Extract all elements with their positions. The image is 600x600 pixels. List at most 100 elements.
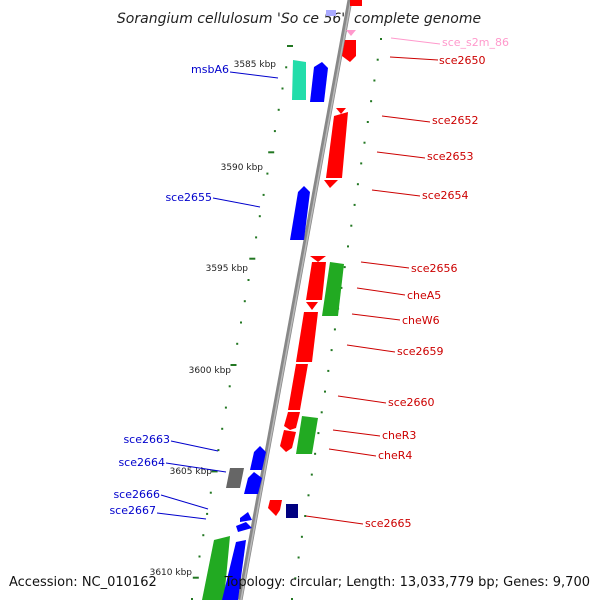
tick-dot bbox=[356, 183, 359, 186]
tick-dot bbox=[297, 556, 300, 559]
gene-cheW6[interactable] bbox=[306, 302, 318, 310]
gene-label-cheR4[interactable]: cheR4 bbox=[378, 449, 412, 462]
tick-dot bbox=[236, 342, 239, 345]
gene-sce2650[interactable] bbox=[342, 40, 356, 62]
tick-dot bbox=[191, 598, 193, 600]
gene-cheR3[interactable] bbox=[296, 416, 318, 454]
tick-dot bbox=[243, 300, 246, 303]
tick-dot bbox=[249, 257, 256, 260]
gene-label-sce-s2m-86[interactable]: sce_s2m_86 bbox=[442, 36, 509, 49]
tick-dot bbox=[353, 203, 356, 206]
tick-dot bbox=[320, 411, 323, 414]
gene-sce2666[interactable] bbox=[240, 512, 252, 522]
tick-dot bbox=[206, 512, 209, 515]
gene-label-sce2667[interactable]: sce2667 bbox=[109, 504, 156, 517]
gene-label-sce2664[interactable]: sce2664 bbox=[118, 456, 165, 469]
tick-dot bbox=[304, 515, 307, 517]
gene-sce2652-head[interactable] bbox=[336, 108, 346, 114]
tick-dot bbox=[376, 58, 379, 61]
tick-dot bbox=[310, 473, 313, 476]
kbp-label: 3610 kbp bbox=[150, 568, 193, 578]
tick-dot bbox=[285, 66, 288, 69]
tick-dot bbox=[268, 151, 275, 154]
tick-dot bbox=[330, 349, 333, 352]
gene-sce2663[interactable] bbox=[250, 446, 266, 470]
tick-dot bbox=[277, 108, 280, 111]
gene-label-sce2653[interactable]: sce2653 bbox=[427, 150, 474, 163]
gene-sce2665-neighbor[interactable] bbox=[286, 504, 298, 518]
gene-label-sce2650[interactable]: sce2650 bbox=[439, 54, 486, 67]
gene-sce2656-head[interactable] bbox=[310, 256, 326, 262]
tick-dot bbox=[198, 555, 201, 558]
gene-label-sce2655[interactable]: sce2655 bbox=[165, 191, 212, 204]
tick-dot bbox=[192, 576, 199, 579]
gene-sce2659[interactable] bbox=[296, 312, 318, 362]
tick-dot bbox=[307, 494, 310, 497]
gene-label-cheR3[interactable]: cheR3 bbox=[382, 429, 416, 442]
tick-dot bbox=[340, 286, 343, 289]
kbp-label: 3605 kbp bbox=[170, 467, 213, 477]
right-gene-labels: sce_s2m_86 sce2650 sce2652 sce2653 sce26… bbox=[305, 36, 509, 530]
tick-dot bbox=[273, 130, 276, 133]
tick-dot bbox=[327, 369, 330, 372]
tick-dot bbox=[314, 452, 317, 455]
gene-sce2665[interactable] bbox=[268, 500, 282, 516]
gene-label-sce2652[interactable]: sce2652 bbox=[432, 114, 479, 127]
gene-msbA6-neighbor[interactable] bbox=[310, 62, 328, 102]
gene-sce2654[interactable] bbox=[324, 180, 338, 188]
kbp-label: 3595 kbp bbox=[206, 264, 249, 274]
gene-label-sce2654[interactable]: sce2654 bbox=[422, 189, 469, 202]
gene-sce2660[interactable] bbox=[288, 364, 308, 410]
gene-cheA5[interactable] bbox=[322, 262, 344, 316]
gene-cheR4[interactable] bbox=[280, 430, 296, 452]
gene-label-sce2665[interactable]: sce2665 bbox=[365, 517, 412, 530]
gene-sce2660-tail[interactable] bbox=[284, 412, 300, 430]
tick-dot bbox=[363, 141, 366, 144]
gene-sce2652[interactable] bbox=[326, 112, 348, 178]
tick-dot bbox=[287, 45, 293, 47]
tick-dot bbox=[366, 121, 369, 123]
gene-msbA6[interactable] bbox=[292, 60, 306, 100]
gene-sce2656[interactable] bbox=[306, 262, 326, 300]
tick-dot bbox=[294, 577, 297, 580]
gene-sce2664-grey[interactable] bbox=[226, 468, 244, 488]
chromosome-backbone bbox=[237, 0, 353, 600]
gene-top-blue[interactable] bbox=[326, 10, 336, 16]
gene-sce2664[interactable] bbox=[244, 472, 262, 494]
tick-dot bbox=[202, 534, 205, 537]
kbp-label: 3585 kbp bbox=[234, 60, 277, 70]
gene-top-red[interactable] bbox=[350, 0, 362, 6]
gene-label-sce2659[interactable]: sce2659 bbox=[397, 345, 444, 358]
tick-dot bbox=[228, 385, 231, 388]
tick-dot bbox=[221, 427, 224, 430]
tick-dot bbox=[258, 215, 261, 218]
tick-dot bbox=[380, 38, 382, 40]
tick-dot bbox=[324, 390, 326, 393]
gene-label-sce2663[interactable]: sce2663 bbox=[123, 433, 170, 446]
topology-text: Topology: circular; Length: 13,033,779 b… bbox=[224, 575, 590, 590]
gene-label-sce2656[interactable]: sce2656 bbox=[411, 262, 458, 275]
tick-dot bbox=[373, 79, 376, 82]
gene-label-sce2660[interactable]: sce2660 bbox=[388, 396, 435, 409]
gene-sce2667[interactable] bbox=[236, 522, 252, 532]
gene-label-cheW6[interactable]: cheW6 bbox=[402, 314, 440, 327]
tick-dot bbox=[230, 364, 237, 366]
gene-label-cheA5[interactable]: cheA5 bbox=[407, 289, 441, 302]
tick-dot bbox=[217, 449, 220, 452]
tick-marks bbox=[191, 38, 382, 600]
tick-dot bbox=[240, 321, 242, 324]
genome-title: Sorangium cellulosum 'So ce 56', complet… bbox=[117, 11, 481, 27]
left-gene-labels: msbA6 sce2655 sce2663 sce2664 sce2666 sc… bbox=[109, 63, 279, 520]
tick-dot bbox=[262, 193, 265, 196]
tick-dot bbox=[211, 470, 218, 473]
gene-bottom-green[interactable] bbox=[202, 536, 230, 600]
tick-dot bbox=[300, 535, 303, 538]
gene-sce2655[interactable] bbox=[290, 186, 310, 240]
gene-bottom-blue[interactable] bbox=[222, 540, 246, 600]
gene-label-sce2666[interactable]: sce2666 bbox=[113, 488, 160, 501]
tick-dot bbox=[343, 266, 346, 269]
tick-dot bbox=[255, 236, 258, 239]
tick-dot bbox=[209, 491, 212, 494]
gene-sce-s2m-86[interactable] bbox=[346, 30, 356, 36]
gene-label-msbA6[interactable]: msbA6 bbox=[191, 63, 229, 76]
